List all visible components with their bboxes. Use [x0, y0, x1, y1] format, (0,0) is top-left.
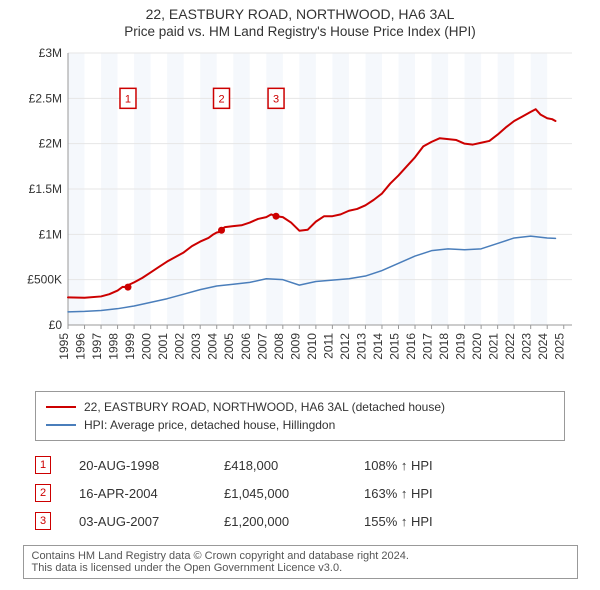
y-tick-label: £3M [39, 46, 62, 60]
x-tick-label: 2004 [206, 333, 220, 360]
event-pct: 163% ↑ HPI [364, 486, 464, 501]
legend-label: HPI: Average price, detached house, Hill… [84, 418, 335, 432]
y-tick-label: £500K [27, 273, 62, 287]
x-tick-label: 1999 [123, 333, 137, 360]
y-tick-label: £1.5M [29, 182, 62, 196]
event-date: 16-APR-2004 [79, 486, 224, 501]
event-price: £1,200,000 [224, 514, 364, 529]
footnote-line1: Contains HM Land Registry data © Crown c… [32, 550, 569, 562]
sale-point-dot [218, 227, 225, 234]
x-tick-label: 2007 [255, 333, 269, 360]
x-tick-label: 2011 [321, 333, 335, 359]
sale-point-dot [273, 213, 280, 220]
x-tick-label: 2008 [272, 333, 286, 360]
x-tick-label: 2017 [421, 333, 435, 360]
x-tick-label: 2015 [387, 333, 401, 360]
x-tick-label: 2005 [222, 333, 236, 360]
event-num-box: 3 [35, 512, 51, 530]
legend-swatch [46, 424, 76, 426]
chart-marker-num: 3 [273, 93, 279, 105]
x-tick-label: 2012 [338, 333, 352, 360]
x-tick-label: 1998 [107, 333, 121, 360]
y-tick-label: £2M [39, 137, 62, 151]
y-tick-label: £1M [39, 227, 62, 241]
y-tick-label: £2.5M [29, 91, 62, 105]
legend-row: HPI: Average price, detached house, Hill… [46, 416, 554, 434]
footnote: Contains HM Land Registry data © Crown c… [23, 545, 578, 579]
legend-row: 22, EASTBURY ROAD, NORTHWOOD, HA6 3AL (d… [46, 398, 554, 416]
x-tick-label: 2016 [404, 333, 418, 360]
x-tick-label: 2002 [173, 333, 187, 360]
footnote-line2: This data is licensed under the Open Gov… [32, 562, 569, 574]
event-pct: 155% ↑ HPI [364, 514, 464, 529]
x-tick-label: 2000 [140, 333, 154, 360]
event-num-box: 1 [35, 456, 51, 474]
event-price: £1,045,000 [224, 486, 364, 501]
x-tick-label: 2009 [288, 333, 302, 360]
x-tick-label: 2003 [189, 333, 203, 360]
sale-point-dot [124, 284, 131, 291]
x-tick-label: 2021 [487, 333, 501, 360]
chart-title-block: 22, EASTBURY ROAD, NORTHWOOD, HA6 3AL Pr… [0, 0, 600, 39]
x-tick-label: 2001 [156, 333, 170, 360]
x-tick-label: 2023 [520, 333, 534, 360]
event-date: 03-AUG-2007 [79, 514, 224, 529]
chart-marker-num: 1 [125, 93, 131, 105]
event-row: 2 16-APR-2004£1,045,000163% ↑ HPI [35, 479, 565, 507]
legend-swatch [46, 406, 76, 408]
x-tick-label: 2010 [305, 333, 319, 360]
x-tick-label: 2022 [503, 333, 517, 360]
event-row: 1 20-AUG-1998£418,000108% ↑ HPI [35, 451, 565, 479]
x-tick-label: 1997 [90, 333, 104, 360]
x-tick-label: 2020 [470, 333, 484, 360]
event-row: 3 03-AUG-2007£1,200,000155% ↑ HPI [35, 507, 565, 535]
chart-area: £0£500K£1M£1.5M£2M£2.5M£3M19951996199719… [20, 45, 580, 385]
event-num-box: 2 [35, 484, 51, 502]
event-date: 20-AUG-1998 [79, 458, 224, 473]
x-tick-label: 2019 [454, 333, 468, 360]
x-tick-label: 1996 [74, 333, 88, 360]
x-tick-label: 2014 [371, 333, 385, 360]
x-tick-label: 2006 [239, 333, 253, 360]
events-table: 1 20-AUG-1998£418,000108% ↑ HPI 2 16-APR-20… [35, 451, 565, 535]
chart-marker-num: 2 [218, 93, 224, 105]
y-tick-label: £0 [49, 318, 63, 332]
legend: 22, EASTBURY ROAD, NORTHWOOD, HA6 3AL (d… [35, 391, 565, 441]
legend-label: 22, EASTBURY ROAD, NORTHWOOD, HA6 3AL (d… [84, 400, 445, 414]
x-tick-label: 2025 [553, 333, 567, 360]
x-tick-label: 2013 [354, 333, 368, 360]
x-tick-label: 1995 [57, 333, 71, 360]
chart-svg: £0£500K£1M£1.5M£2M£2.5M£3M19951996199719… [20, 45, 580, 385]
chart-title-sub: Price paid vs. HM Land Registry's House … [0, 24, 600, 39]
event-pct: 108% ↑ HPI [364, 458, 464, 473]
chart-title-main: 22, EASTBURY ROAD, NORTHWOOD, HA6 3AL [0, 6, 600, 22]
x-tick-label: 2024 [536, 333, 550, 360]
x-tick-label: 2018 [437, 333, 451, 360]
event-price: £418,000 [224, 458, 364, 473]
